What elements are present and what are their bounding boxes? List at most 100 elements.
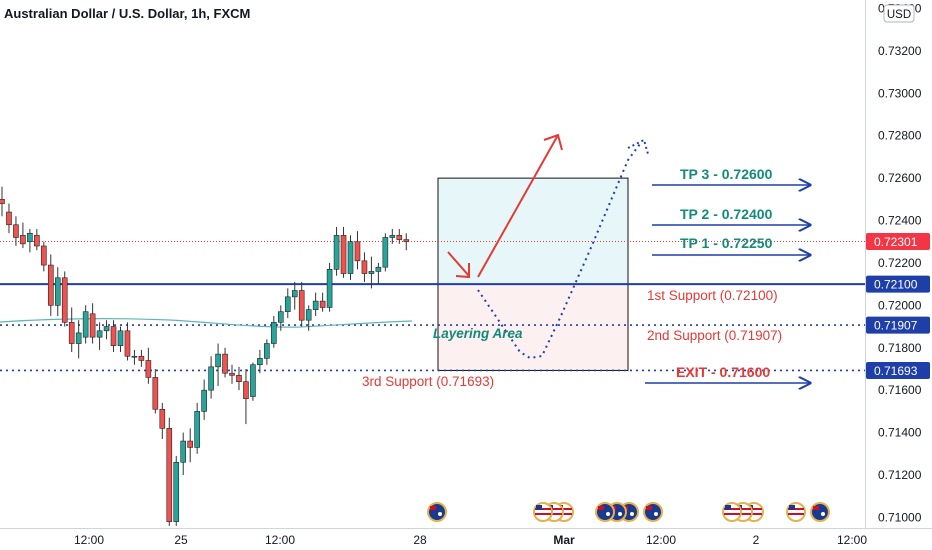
candle[interactable] <box>41 241 47 272</box>
candle-body <box>187 440 193 448</box>
support-price-tag[interactable]: 0.71907 <box>866 316 930 334</box>
candle[interactable] <box>103 320 110 340</box>
candle[interactable] <box>264 339 270 365</box>
us-flag-icon[interactable] <box>786 502 806 522</box>
candle-body <box>103 326 110 332</box>
support-price-tag-box <box>866 361 930 379</box>
us-flag-icon[interactable] <box>722 502 742 522</box>
candle-body <box>124 330 131 357</box>
candle[interactable] <box>89 303 96 344</box>
candle[interactable] <box>298 282 305 327</box>
candle[interactable] <box>333 226 340 276</box>
candle[interactable] <box>110 320 117 352</box>
candle[interactable] <box>243 368 249 425</box>
candle-body <box>271 322 277 344</box>
candle[interactable] <box>166 417 173 526</box>
support-1st-label: 1st Support (0.72100) <box>647 288 778 303</box>
candle[interactable] <box>124 322 131 361</box>
price-tick-label: 0.72600 <box>878 171 922 185</box>
candle[interactable] <box>375 262 382 285</box>
candle[interactable] <box>389 229 396 244</box>
candle[interactable] <box>47 254 54 316</box>
event-icons[interactable] <box>427 502 830 522</box>
candle[interactable] <box>305 305 312 331</box>
candle-body <box>305 309 312 321</box>
candle[interactable] <box>403 233 410 251</box>
candle[interactable] <box>145 347 152 384</box>
candle-body <box>319 300 326 308</box>
price-tick-label: 0.71400 <box>878 426 922 440</box>
candle[interactable] <box>173 455 180 526</box>
candle[interactable] <box>187 428 193 463</box>
candle[interactable] <box>208 356 214 399</box>
candle[interactable] <box>0 186 5 217</box>
candle[interactable] <box>152 368 159 414</box>
candle[interactable] <box>291 282 298 310</box>
candle[interactable] <box>138 349 145 367</box>
support-price-tag[interactable]: 0.71693 <box>866 361 930 379</box>
candle[interactable] <box>54 267 61 316</box>
candle[interactable] <box>159 402 166 439</box>
au-flag-icon[interactable] <box>810 502 830 522</box>
profit-zone[interactable] <box>437 177 629 285</box>
current-price-tag[interactable]: 0.72301 <box>866 233 930 251</box>
candle[interactable] <box>229 364 235 384</box>
candle[interactable] <box>396 229 403 244</box>
candle[interactable] <box>61 271 68 327</box>
candle-body <box>250 364 256 397</box>
time-axis[interactable]: 12:00 25 12:00 28 Mar 12:00 2 12:00 <box>74 533 867 547</box>
candle[interactable] <box>27 229 33 253</box>
currency-badge[interactable]: USD <box>887 9 911 21</box>
candle[interactable] <box>382 233 389 272</box>
candle[interactable] <box>347 235 354 280</box>
candle[interactable] <box>257 349 263 374</box>
candle[interactable] <box>222 347 228 378</box>
currency-badge-box <box>883 4 915 23</box>
candle[interactable] <box>312 292 319 316</box>
au-flag-icon[interactable] <box>643 502 663 522</box>
candle-body <box>96 330 103 338</box>
candle[interactable] <box>20 222 26 249</box>
candle[interactable] <box>117 326 124 352</box>
candle[interactable] <box>340 226 347 278</box>
price-tick-label: 0.72400 <box>878 214 922 228</box>
candle[interactable] <box>82 305 89 344</box>
candle[interactable] <box>194 402 200 454</box>
candle-body <box>361 260 368 274</box>
candle[interactable] <box>201 379 207 420</box>
candle[interactable] <box>96 322 103 350</box>
au-flag-icon[interactable] <box>595 502 615 522</box>
candle[interactable] <box>361 252 368 283</box>
candle[interactable] <box>277 305 284 331</box>
au-flag-icon[interactable] <box>427 502 447 522</box>
candle[interactable] <box>13 216 19 246</box>
time-tick-label: 12:00 <box>837 533 867 547</box>
candle[interactable] <box>68 307 75 352</box>
support-price-tag[interactable]: 0.72100 <box>866 275 930 293</box>
time-tick-label: 2 <box>753 533 760 547</box>
candle[interactable] <box>250 362 256 401</box>
candle[interactable] <box>34 229 40 251</box>
candle-body <box>152 377 159 410</box>
candle[interactable] <box>180 432 187 475</box>
candle[interactable] <box>75 320 82 359</box>
candle[interactable] <box>326 262 333 312</box>
pullback-arrow-line <box>447 251 470 277</box>
us-flag-icon[interactable] <box>533 502 553 522</box>
candle[interactable] <box>368 256 375 289</box>
tp2-label: TP 2 - 0.72400 <box>680 206 773 222</box>
candle-body <box>326 269 333 308</box>
candle[interactable] <box>131 349 138 365</box>
candle[interactable] <box>354 231 361 270</box>
candle[interactable] <box>319 292 326 312</box>
candle[interactable] <box>271 315 277 348</box>
candle-body <box>236 375 242 382</box>
candle[interactable] <box>284 288 291 319</box>
risk-zone[interactable] <box>437 283 629 371</box>
candle[interactable] <box>6 203 12 234</box>
price-axis[interactable]: 0.734000.732000.730000.728000.726000.724… <box>878 1 922 524</box>
price-tick-label: 0.71200 <box>878 468 922 482</box>
candle[interactable] <box>236 366 242 391</box>
candle[interactable] <box>215 343 221 386</box>
